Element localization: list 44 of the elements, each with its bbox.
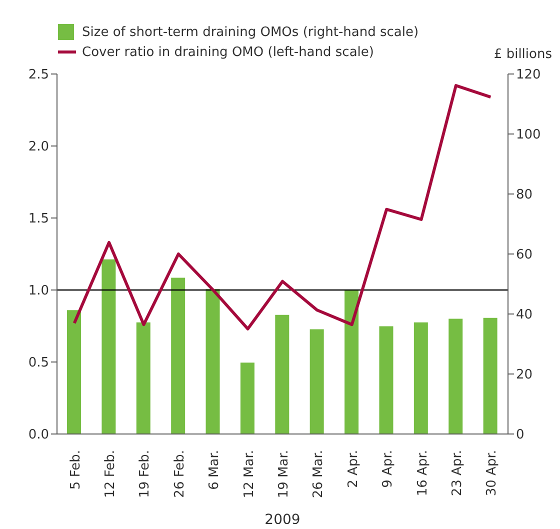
bar <box>414 322 428 434</box>
bar <box>448 318 463 434</box>
bar <box>240 362 254 434</box>
x-tick-label: 19 Feb. <box>138 450 153 498</box>
x-tick-label: 19 Mar. <box>276 450 292 498</box>
legend-label: Size of short-term draining OMOs (right-hand scale) <box>82 24 419 40</box>
line-series <box>72 84 492 330</box>
y-tick-label: 1.5 <box>28 212 49 227</box>
x-axis-title: 2009 <box>264 512 300 528</box>
x-tick-label: 2 Apr. <box>346 450 361 488</box>
y2-tick-label: 80 <box>516 188 533 203</box>
bar <box>67 310 81 434</box>
y2-tick-label: 40 <box>516 308 533 323</box>
y-tick-label: 2.5 <box>28 68 49 83</box>
x-tick-label: 6 Mar. <box>207 450 222 490</box>
y2-tick-label: 100 <box>516 128 541 143</box>
x-tick-label: 16 Apr. <box>415 450 430 496</box>
x-tick-label: 30 Apr. <box>484 450 500 496</box>
bar <box>206 289 220 434</box>
y2-tick-label: 120 <box>516 68 541 83</box>
y2-tick-label: 60 <box>516 248 533 263</box>
y2-tick-label: 0 <box>516 428 524 443</box>
x-tick-label: 26 Feb. <box>172 450 188 498</box>
x-tick-label: 12 Mar. <box>242 450 257 498</box>
x-tick-label: 5 Feb. <box>68 450 84 490</box>
x-tick-label: 23 Apr. <box>450 450 465 496</box>
x-tick-label: 26 Mar. <box>311 450 326 498</box>
y-tick-label: 0.5 <box>28 356 49 371</box>
x-tick-label: 9 Apr. <box>380 450 396 488</box>
bar <box>136 322 150 434</box>
y2-tick-label: 20 <box>516 368 533 383</box>
bar <box>379 326 394 434</box>
bar <box>344 290 359 434</box>
x-tick-label: 12 Feb. <box>103 450 118 498</box>
legend-label: Cover ratio in draining OMO (left-hand scale) <box>82 44 374 60</box>
bar <box>275 314 290 434</box>
bar <box>102 259 116 434</box>
y-tick-label: 2.0 <box>28 140 49 155</box>
bar <box>483 318 498 434</box>
bar <box>171 278 186 434</box>
bar <box>310 329 324 434</box>
y-tick-label: 1.0 <box>28 284 49 299</box>
y2-axis-title: £ billions <box>494 47 552 62</box>
y-tick-label: 0.0 <box>28 428 49 443</box>
